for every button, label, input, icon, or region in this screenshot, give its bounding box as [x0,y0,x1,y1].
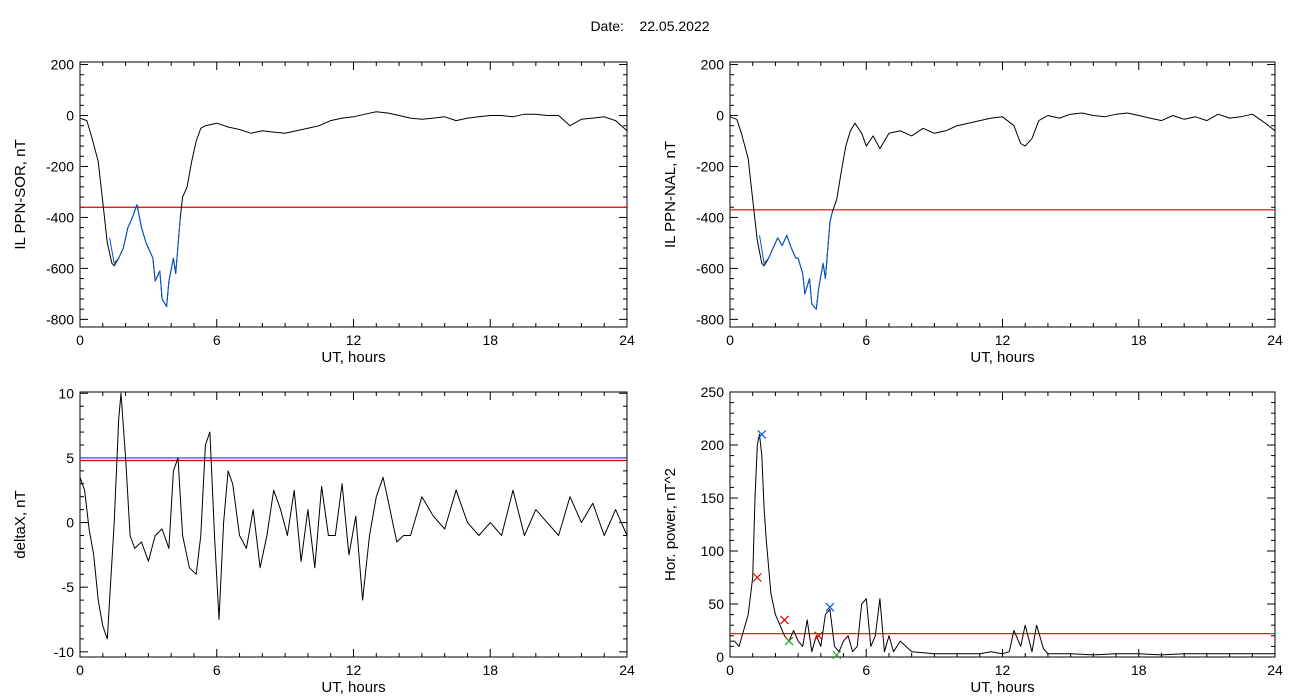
y-tick-label: -800 [696,311,724,327]
y-tick-label: 0 [66,108,74,124]
x-axis-label: UT, hours [970,679,1034,696]
series-line-1 [79,111,628,308]
x-axis-label: UT, hours [321,679,385,696]
marker-stroke [832,650,842,660]
peak-marker [814,631,823,641]
series-line-1 [79,392,628,640]
chart-panel-2: 0 6 12 18 24 200 0 -200 -400 -600 -800 UT, hours IL … [662,57,1283,366]
y-axis-label: Hor. power, nT^2 [662,468,679,581]
marker-stroke [814,631,823,641]
y-tick-label: 150 [701,490,725,506]
y-axis-label: IL PPN-NAL, nT [662,141,679,248]
peak-marker [757,429,767,439]
y-tick-label: 0 [716,649,724,665]
y-tick-label: -400 [696,209,724,225]
x-tick-label: 12 [995,332,1011,348]
y-tick-label: 200 [701,57,725,73]
y-tick-label: 100 [701,543,725,559]
x-tick-label: 24 [1267,332,1283,348]
chart-header: Date: 22.05.2022 [0,18,1300,34]
date-label: Date: [590,18,624,34]
x-tick-label: 0 [726,332,734,348]
plot-frame [729,61,1276,328]
y-axis-label: IL PPN-SOR, nT [12,139,29,249]
y-tick-label: -600 [696,260,724,276]
x-tick-label: 18 [1131,662,1147,678]
x-tick-label: 24 [619,662,635,678]
x-axis-label: UT, hours [970,349,1034,366]
x-tick-label: 18 [482,332,498,348]
x-tick-label: 12 [995,662,1011,678]
y-tick-label: -5 [62,579,75,595]
x-tick-label: 0 [76,662,84,678]
plot-frame [729,391,1276,658]
chart-panel-1: 0 6 12 18 24 200 0 -200 -400 -600 -800 UT, hours IL … [12,57,635,366]
marker-stroke [752,573,762,582]
x-tick-label: 12 [346,662,362,678]
series-line-2 [759,212,833,310]
y-axis-label: deltaX, nT [12,490,29,558]
peak-marker [752,573,762,582]
peak-marker [784,636,794,646]
y-tick-label: -600 [46,260,74,276]
y-tick-label: -200 [696,158,724,174]
x-tick-label: 12 [346,332,362,348]
y-tick-label: -800 [46,311,74,327]
peak-marker [780,615,789,625]
y-tick-label: 50 [708,596,724,612]
x-tick-label: 18 [1131,332,1147,348]
y-tick-label: 10 [58,385,74,401]
chart-panel-3: 0 6 12 18 24 10 5 0 -5 -10 UT, hours deltaX, nT [12,385,635,696]
x-axis-label: UT, hours [321,349,385,366]
marker-stroke [825,602,835,612]
marker-stroke [780,615,789,625]
series-line-1 [730,433,1275,656]
y-tick-label: 5 [66,450,74,466]
date-value: 22.05.2022 [639,18,710,34]
y-tick-label: -10 [54,644,74,660]
y-tick-label: 250 [701,384,725,400]
x-tick-label: 18 [482,662,498,678]
y-tick-label: 0 [716,108,724,124]
x-tick-label: 24 [619,332,635,348]
x-tick-label: 0 [76,332,84,348]
y-tick-label: -200 [46,158,74,174]
marker-stroke [757,429,767,439]
peak-marker [825,602,835,612]
peak-marker [832,650,842,660]
x-tick-label: 6 [862,332,870,348]
y-tick-label: 200 [51,57,75,73]
x-tick-label: 6 [213,332,221,348]
chart-panel-4: 0 6 12 18 24 250 200 150 100 50 0 UT, hours Hor. pow… [662,384,1283,696]
y-tick-label: 0 [66,515,74,531]
y-tick-label: 200 [701,437,725,453]
series-line-2 [109,204,181,308]
x-tick-label: 6 [213,662,221,678]
series-line-1 [729,112,1276,310]
y-tick-label: -400 [46,209,74,225]
x-tick-label: 24 [1267,662,1283,678]
x-tick-label: 6 [862,662,870,678]
plot-frame [79,61,628,328]
x-tick-label: 0 [726,662,734,678]
plot-frame [79,391,628,658]
marker-stroke [784,636,794,646]
